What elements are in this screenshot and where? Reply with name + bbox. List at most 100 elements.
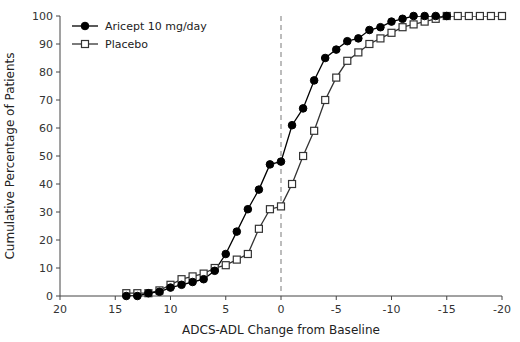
x-tick-label: 0 — [278, 303, 285, 316]
legend-marker — [81, 22, 89, 30]
x-tick — [170, 296, 171, 300]
chart: 010203040506070809010020151050-5-10-15-2… — [0, 0, 520, 342]
y-tick-label: 40 — [39, 178, 53, 191]
data-point — [487, 13, 494, 20]
data-point — [443, 13, 450, 20]
x-tick — [281, 296, 282, 300]
data-point — [233, 256, 240, 263]
y-tick — [56, 100, 60, 101]
data-point — [288, 121, 296, 129]
x-tick — [336, 296, 337, 300]
y-tick-label: 80 — [39, 66, 53, 79]
reference-line — [280, 16, 281, 296]
data-point — [289, 181, 296, 188]
data-point — [145, 289, 153, 297]
data-point — [344, 57, 351, 64]
y-tick-label: 70 — [39, 94, 53, 107]
data-point — [300, 153, 307, 160]
data-point — [278, 203, 285, 210]
x-tick-label: 15 — [108, 303, 122, 316]
legend-marker — [82, 41, 89, 48]
data-point — [366, 26, 374, 34]
y-axis-label: Cumulative Percentage of Patients — [3, 52, 17, 259]
data-point — [299, 105, 307, 113]
y-tick-label: 100 — [32, 10, 53, 23]
data-point — [156, 288, 164, 296]
data-point — [355, 49, 362, 56]
y-tick — [56, 212, 60, 213]
data-point — [388, 29, 395, 36]
data-point — [499, 13, 506, 20]
data-point — [465, 13, 472, 20]
x-tick — [502, 296, 503, 300]
data-point — [244, 205, 252, 213]
data-point — [388, 18, 396, 26]
data-point — [266, 206, 273, 213]
x-tick-label: 5 — [222, 303, 229, 316]
data-point — [211, 267, 219, 275]
data-point — [377, 35, 384, 42]
y-tick — [56, 184, 60, 185]
data-point — [410, 21, 417, 28]
data-point — [399, 15, 407, 23]
data-point — [443, 12, 451, 20]
x-tick-label: -5 — [331, 303, 342, 316]
data-point — [432, 12, 440, 20]
x-tick — [391, 296, 392, 300]
data-point — [277, 158, 285, 166]
y-tick — [56, 128, 60, 129]
series-line — [126, 16, 502, 293]
y-tick — [56, 44, 60, 45]
data-point — [255, 225, 262, 232]
legend-label: Placebo — [105, 38, 148, 51]
data-point — [244, 251, 251, 258]
x-axis-label: ADCS-ADL Change from Baseline — [182, 323, 380, 337]
data-point — [332, 46, 340, 54]
x-tick-label: -10 — [383, 303, 401, 316]
y-tick-label: 50 — [39, 150, 53, 163]
y-tick-label: 60 — [39, 122, 53, 135]
y-tick-label: 30 — [39, 206, 53, 219]
y-tick-label: 90 — [39, 38, 53, 51]
y-tick — [56, 16, 60, 17]
y-tick — [56, 156, 60, 157]
data-point — [255, 186, 263, 194]
y-tick — [56, 296, 60, 297]
x-tick-label: -20 — [493, 303, 511, 316]
data-point — [410, 12, 418, 20]
series-line — [126, 16, 446, 296]
y-tick — [56, 240, 60, 241]
data-point — [399, 24, 406, 31]
x-tick — [60, 296, 61, 300]
data-point — [233, 228, 241, 236]
y-tick-label: 20 — [39, 234, 53, 247]
legend-label: Aricept 10 mg/day — [105, 20, 207, 33]
data-point — [134, 292, 142, 300]
data-point — [123, 292, 131, 300]
data-point — [421, 12, 429, 20]
data-point — [189, 278, 197, 286]
data-point — [377, 23, 385, 31]
data-point — [454, 13, 461, 20]
x-tick-label: 10 — [164, 303, 178, 316]
data-point — [311, 127, 318, 134]
data-point — [366, 41, 373, 48]
data-point — [178, 281, 186, 289]
y-tick — [56, 268, 60, 269]
data-point — [145, 290, 152, 297]
data-point — [266, 161, 274, 169]
x-tick — [115, 296, 116, 300]
data-point — [200, 275, 208, 283]
y-tick-label: 10 — [39, 262, 53, 275]
legend: Aricept 10 mg/day Placebo — [72, 20, 207, 51]
data-point — [222, 262, 229, 269]
data-point — [476, 13, 483, 20]
data-point — [355, 35, 363, 43]
x-tick-label: 20 — [53, 303, 67, 316]
x-tick — [225, 296, 226, 300]
data-point — [333, 74, 340, 81]
x-tick-label: -15 — [438, 303, 456, 316]
y-tick-label: 0 — [46, 290, 53, 303]
data-point — [344, 37, 352, 45]
x-tick — [446, 296, 447, 300]
